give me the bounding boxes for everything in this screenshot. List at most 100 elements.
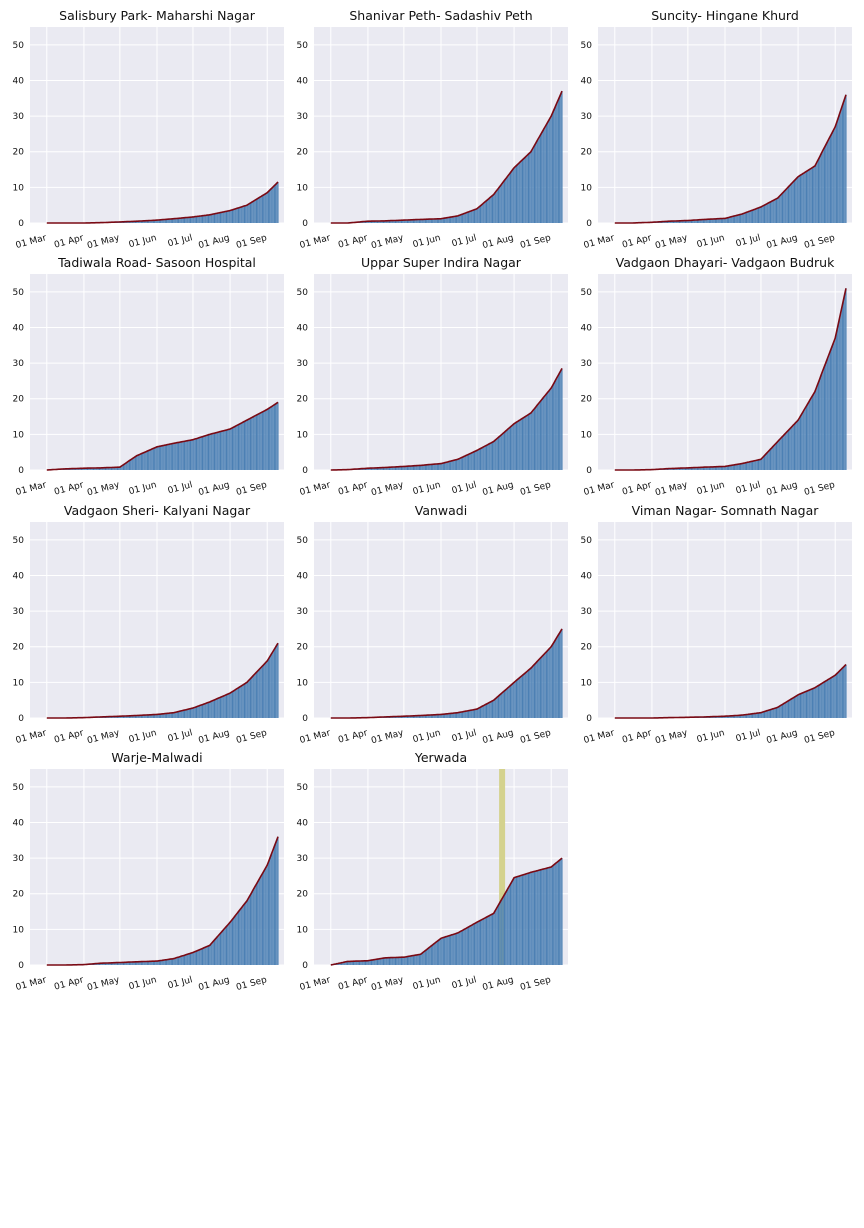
bar <box>787 431 788 470</box>
bar <box>746 463 747 470</box>
bar <box>518 678 519 718</box>
bar <box>232 428 233 470</box>
bar <box>753 461 754 470</box>
bar <box>559 97 560 223</box>
bar <box>536 141 537 223</box>
bar <box>837 327 838 470</box>
bar <box>555 105 556 223</box>
bar <box>197 216 198 223</box>
bar <box>781 194 782 223</box>
bar <box>536 406 537 470</box>
bar <box>789 700 790 718</box>
bar <box>542 869 543 965</box>
bar <box>203 704 204 718</box>
x-tick-label: 01 Mar <box>15 975 48 993</box>
bar <box>806 406 807 470</box>
bar <box>274 846 275 965</box>
bar <box>167 445 168 470</box>
bar <box>526 416 527 470</box>
bar <box>481 707 482 718</box>
bar <box>535 407 536 470</box>
bar <box>201 437 202 470</box>
bar <box>273 405 274 470</box>
bar <box>529 669 530 718</box>
bar <box>488 199 489 223</box>
bar <box>420 954 421 965</box>
panel-title: Vadgaon Dhayari- Vadgaon Budruk <box>616 255 835 270</box>
bar <box>213 941 214 965</box>
bar <box>518 421 519 470</box>
y-tick-label: 0 <box>586 466 592 476</box>
bar <box>227 211 228 223</box>
bar <box>377 959 378 965</box>
bar <box>250 203 251 223</box>
bar <box>835 675 836 718</box>
bar <box>259 669 260 718</box>
bar <box>192 217 193 223</box>
bar <box>808 402 809 470</box>
bar <box>214 940 215 965</box>
bar <box>514 682 515 718</box>
y-tick-label: 10 <box>13 430 25 440</box>
bar <box>526 672 527 718</box>
bar <box>800 175 801 223</box>
bar <box>816 687 817 718</box>
bar <box>405 957 406 965</box>
bar <box>796 696 797 718</box>
bar <box>224 696 225 718</box>
bar <box>434 943 435 965</box>
bar <box>243 685 244 718</box>
bar <box>555 639 556 718</box>
bar <box>560 371 561 470</box>
bar <box>497 438 498 470</box>
bar <box>782 436 783 470</box>
bar <box>805 692 806 718</box>
bar <box>520 420 521 470</box>
bar <box>191 953 192 965</box>
bar <box>503 692 504 718</box>
bar <box>498 905 499 965</box>
bar <box>825 145 826 223</box>
bar <box>269 190 270 223</box>
bar <box>827 357 828 470</box>
bar <box>402 957 403 965</box>
bar <box>512 683 513 718</box>
bar <box>819 157 820 223</box>
bar <box>491 197 492 223</box>
bar <box>793 425 794 470</box>
bar <box>227 430 228 470</box>
bar <box>249 204 250 223</box>
bar <box>493 913 494 965</box>
bar <box>792 426 793 470</box>
bar <box>457 933 458 965</box>
bar <box>221 697 222 718</box>
bar <box>486 704 487 718</box>
bar <box>474 710 475 718</box>
bar <box>543 654 544 718</box>
bar <box>470 211 471 223</box>
bar <box>533 148 534 223</box>
bar <box>433 944 434 965</box>
bar <box>844 666 845 718</box>
bar <box>220 697 221 718</box>
y-tick-label: 40 <box>297 571 309 581</box>
bar <box>234 426 235 470</box>
bar <box>524 673 525 718</box>
bar <box>248 419 249 470</box>
bar <box>254 201 255 223</box>
bar <box>275 843 276 965</box>
bar <box>552 866 553 965</box>
bar <box>268 659 269 718</box>
bar <box>448 936 449 965</box>
bar <box>400 957 401 965</box>
bar <box>197 438 198 470</box>
bar <box>836 674 837 718</box>
bar <box>506 689 507 718</box>
bar <box>177 443 178 470</box>
bar <box>461 458 462 470</box>
y-tick-label: 30 <box>297 854 309 864</box>
bar <box>781 438 782 470</box>
bar <box>214 214 215 223</box>
